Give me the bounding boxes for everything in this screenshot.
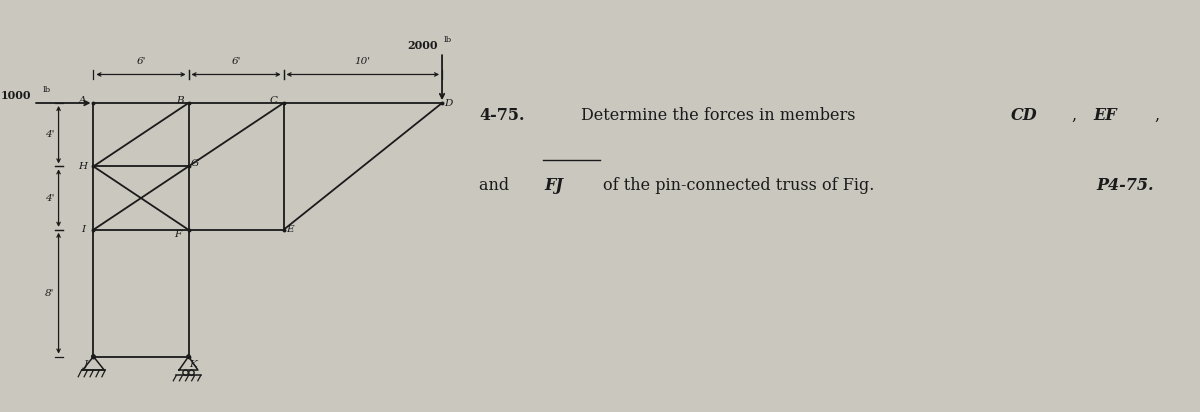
Text: D: D [444,98,452,108]
Text: ,: , [1154,107,1159,124]
Text: H: H [78,162,86,171]
Text: F: F [174,230,181,239]
Text: 4': 4' [46,194,54,203]
Text: and: and [479,177,515,194]
Text: A: A [78,96,86,105]
Text: G: G [191,159,199,168]
Text: CD: CD [1012,107,1038,124]
Text: 4-75.: 4-75. [479,107,524,124]
Text: P4-75.: P4-75. [1096,177,1153,194]
Text: 2000: 2000 [407,40,437,51]
Text: K: K [190,360,197,369]
Text: B: B [176,96,184,105]
Text: I: I [82,225,85,234]
Text: J: J [84,360,88,369]
Text: lb: lb [444,35,451,44]
Text: 10': 10' [355,57,371,66]
Text: 6': 6' [137,57,145,66]
Text: EF: EF [1094,107,1117,124]
Text: FJ: FJ [545,177,564,194]
Text: Determine the forces in members: Determine the forces in members [582,107,862,124]
Text: C: C [270,96,278,105]
Text: 4': 4' [46,130,54,139]
Text: ,: , [1072,107,1082,124]
Text: 1000: 1000 [0,90,31,101]
Text: of the pin-connected truss of Fig.: of the pin-connected truss of Fig. [604,177,880,194]
Text: 8': 8' [46,289,54,297]
Text: E: E [286,225,294,234]
Text: lb: lb [43,86,50,94]
Text: 6': 6' [232,57,241,66]
